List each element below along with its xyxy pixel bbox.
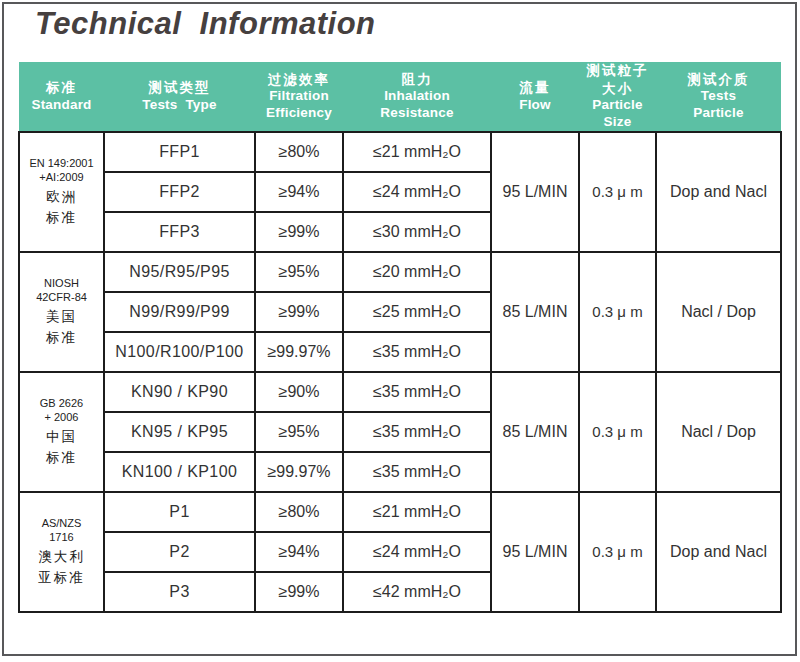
efficiency-cell: ≥90% bbox=[255, 372, 343, 412]
technical-info-table: 标准 Standard 测试类型 Tests Type 过滤效率 Filtrat… bbox=[18, 62, 782, 613]
particle-size-cell: 0.3 μ m bbox=[579, 492, 656, 612]
test-particle-cell: Nacl / Dop bbox=[656, 372, 781, 492]
standard-cn: 欧洲 标准 bbox=[22, 187, 101, 228]
table-row: GB 2626 + 2006 中国 标准 KN90 / KP90 ≥90% ≤3… bbox=[19, 372, 781, 412]
efficiency-cell: ≥80% bbox=[255, 132, 343, 172]
resistance-cell: ≤24 mmH₂O bbox=[343, 172, 491, 212]
test-type-cell: N100/R100/P100 bbox=[104, 332, 255, 372]
efficiency-cell: ≥94% bbox=[255, 172, 343, 212]
resistance-cell: ≤21 mmH₂O bbox=[343, 492, 491, 532]
flow-cell: 95 L/MIN bbox=[491, 132, 579, 252]
resistance-cell: ≤35 mmH₂O bbox=[343, 412, 491, 452]
col-header-tests-type: 测试类型 Tests Type bbox=[104, 62, 255, 132]
header-row: 标准 Standard 测试类型 Tests Type 过滤效率 Filtrat… bbox=[19, 62, 781, 132]
col-header-flow-cn: 流量 bbox=[493, 79, 577, 97]
efficiency-cell: ≥99% bbox=[255, 212, 343, 252]
col-header-tests-particle: 测试介质 Tests Particle bbox=[656, 62, 781, 132]
efficiency-cell: ≥95% bbox=[255, 252, 343, 292]
test-particle-cell: Nacl / Dop bbox=[656, 252, 781, 372]
col-header-particle-size-cn: 测试粒子大小 bbox=[581, 62, 654, 97]
resistance-cell: ≤25 mmH₂O bbox=[343, 292, 491, 332]
test-type-cell: N95/R95/P95 bbox=[104, 252, 255, 292]
test-type-cell: FFP1 bbox=[104, 132, 255, 172]
resistance-cell: ≤42 mmH₂O bbox=[343, 572, 491, 612]
particle-size-cell: 0.3 μ m bbox=[579, 132, 656, 252]
flow-cell: 95 L/MIN bbox=[491, 492, 579, 612]
resistance-cell: ≤24 mmH₂O bbox=[343, 532, 491, 572]
resistance-cell: ≤20 mmH₂O bbox=[343, 252, 491, 292]
col-header-tests-particle-en: Tests Particle bbox=[658, 88, 779, 122]
efficiency-cell: ≥94% bbox=[255, 532, 343, 572]
standard-code: EN 149:2001 +AI:2009 bbox=[22, 156, 101, 185]
test-type-cell: FFP3 bbox=[104, 212, 255, 252]
efficiency-cell: ≥99.97% bbox=[255, 332, 343, 372]
col-header-particle-size: 测试粒子大小 Particle Size bbox=[579, 62, 656, 132]
test-type-cell: P2 bbox=[104, 532, 255, 572]
col-header-tests-type-cn: 测试类型 bbox=[106, 79, 253, 97]
col-header-inhalation-resistance-cn: 阻力 bbox=[345, 71, 489, 89]
standard-cell-asnzs: AS/NZS 1716 澳大利 亚标准 bbox=[19, 492, 104, 612]
col-header-tests-type-en: Tests Type bbox=[106, 97, 253, 114]
efficiency-cell: ≥99% bbox=[255, 572, 343, 612]
test-type-cell: FFP2 bbox=[104, 172, 255, 212]
efficiency-cell: ≥99% bbox=[255, 292, 343, 332]
test-type-cell: P3 bbox=[104, 572, 255, 612]
resistance-cell: ≤35 mmH₂O bbox=[343, 372, 491, 412]
test-particle-cell: Dop and Nacl bbox=[656, 492, 781, 612]
standard-cn: 美国 标准 bbox=[22, 307, 101, 348]
resistance-cell: ≤30 mmH₂O bbox=[343, 212, 491, 252]
table-row: EN 149:2001 +AI:2009 欧洲 标准 FFP1 ≥80% ≤21… bbox=[19, 132, 781, 172]
test-type-cell: KN100 / KP100 bbox=[104, 452, 255, 492]
standard-cell-niosh: NIOSH 42CFR-84 美国 标准 bbox=[19, 252, 104, 372]
table-row: NIOSH 42CFR-84 美国 标准 N95/R95/P95 ≥95% ≤2… bbox=[19, 252, 781, 292]
col-header-flow: 流量 Flow bbox=[491, 62, 579, 132]
resistance-cell: ≤21 mmH₂O bbox=[343, 132, 491, 172]
standard-code: GB 2626 + 2006 bbox=[22, 396, 101, 425]
test-type-cell: KN95 / KP95 bbox=[104, 412, 255, 452]
col-header-filtration-efficiency: 过滤效率 Filtration Efficiency bbox=[255, 62, 343, 132]
col-header-filtration-efficiency-en: Filtration Efficiency bbox=[257, 88, 341, 122]
flow-cell: 85 L/MIN bbox=[491, 252, 579, 372]
efficiency-cell: ≥99.97% bbox=[255, 452, 343, 492]
standard-code: AS/NZS 1716 bbox=[22, 516, 101, 545]
standard-cn: 澳大利 亚标准 bbox=[22, 547, 101, 588]
col-header-inhalation-resistance-en: Inhalation Resistance bbox=[345, 88, 489, 122]
col-header-particle-size-en: Particle Size bbox=[581, 97, 654, 131]
particle-size-cell: 0.3 μ m bbox=[579, 252, 656, 372]
col-header-filtration-efficiency-cn: 过滤效率 bbox=[257, 71, 341, 89]
efficiency-cell: ≥80% bbox=[255, 492, 343, 532]
test-particle-cell: Dop and Nacl bbox=[656, 132, 781, 252]
particle-size-cell: 0.3 μ m bbox=[579, 372, 656, 492]
flow-cell: 85 L/MIN bbox=[491, 372, 579, 492]
efficiency-cell: ≥95% bbox=[255, 412, 343, 452]
test-type-cell: P1 bbox=[104, 492, 255, 532]
test-type-cell: KN90 / KP90 bbox=[104, 372, 255, 412]
standard-cell-en149: EN 149:2001 +AI:2009 欧洲 标准 bbox=[19, 132, 104, 252]
standard-code: NIOSH 42CFR-84 bbox=[22, 276, 101, 305]
test-type-cell: N99/R99/P99 bbox=[104, 292, 255, 332]
table-row: AS/NZS 1716 澳大利 亚标准 P1 ≥80% ≤21 mmH₂O 95… bbox=[19, 492, 781, 532]
resistance-cell: ≤35 mmH₂O bbox=[343, 452, 491, 492]
col-header-inhalation-resistance: 阻力 Inhalation Resistance bbox=[343, 62, 491, 132]
standard-cn: 中国 标准 bbox=[22, 427, 101, 468]
col-header-flow-en: Flow bbox=[493, 97, 577, 114]
col-header-standard-en: Standard bbox=[21, 97, 102, 114]
col-header-standard: 标准 Standard bbox=[19, 62, 104, 132]
col-header-standard-cn: 标准 bbox=[21, 79, 102, 97]
col-header-tests-particle-cn: 测试介质 bbox=[658, 71, 779, 89]
page-title: Technical Information bbox=[35, 6, 376, 42]
resistance-cell: ≤35 mmH₂O bbox=[343, 332, 491, 372]
standard-cell-gb2626: GB 2626 + 2006 中国 标准 bbox=[19, 372, 104, 492]
